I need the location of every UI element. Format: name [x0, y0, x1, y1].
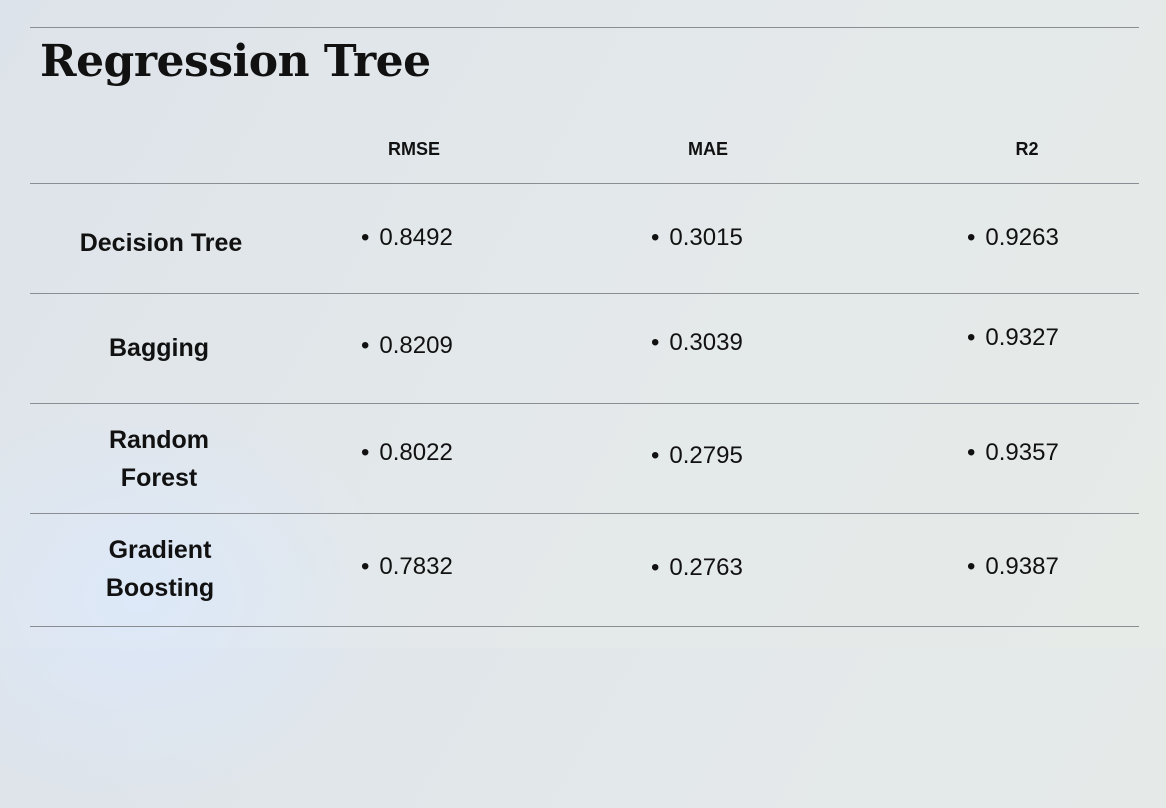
row-label-bagging: Bagging	[109, 334, 209, 362]
bullet-marker: •	[967, 439, 976, 466]
page-title: Regression Tree	[40, 36, 431, 87]
cell-value: 0.9387	[985, 553, 1059, 580]
bullet-marker: •	[651, 554, 660, 581]
bullet-marker: •	[651, 442, 660, 469]
cell-value: 0.8022	[379, 439, 453, 466]
divider-bottom	[30, 626, 1139, 627]
bullet-marker: •	[361, 224, 370, 251]
cell-gradient-boosting-mae: • 0.2763	[651, 554, 743, 582]
bullet-marker: •	[361, 553, 370, 580]
bullet-marker: •	[967, 553, 976, 580]
cell-value: 0.3015	[669, 224, 743, 251]
cell-value: 0.7832	[379, 553, 453, 580]
cell-bagging-mae: • 0.3039	[651, 329, 743, 357]
cell-gradient-boosting-rmse: • 0.7832	[361, 553, 453, 581]
cell-value: 0.3039	[669, 329, 743, 356]
cell-decision-tree-mae: • 0.3015	[651, 224, 743, 252]
cell-value: 0.2795	[669, 442, 743, 469]
cell-value: 0.9263	[985, 224, 1059, 251]
column-header-rmse: RMSE	[387, 139, 440, 159]
cell-decision-tree-rmse: • 0.8492	[361, 224, 453, 252]
bullet-marker: •	[361, 332, 370, 359]
cell-decision-tree-r2: • 0.9263	[967, 224, 1059, 252]
cell-bagging-r2: • 0.9327	[967, 324, 1059, 352]
divider-row-1	[30, 293, 1139, 294]
bullet-marker: •	[967, 324, 976, 351]
cell-value: 0.9357	[985, 439, 1059, 466]
cell-value: 0.2763	[669, 554, 743, 581]
cell-value: 0.9327	[985, 324, 1059, 351]
bullet-marker: •	[361, 439, 370, 466]
cell-bagging-rmse: • 0.8209	[361, 332, 453, 360]
row-label-random-forest: Random Forest	[109, 426, 209, 492]
row-label-decision-tree: Decision Tree	[79, 229, 243, 257]
cell-random-forest-rmse: • 0.8022	[361, 439, 453, 467]
column-header-r2: R2	[1015, 139, 1039, 159]
bullet-marker: •	[967, 224, 976, 251]
cell-value: 0.8492	[379, 224, 453, 251]
divider-row-3	[30, 513, 1139, 514]
column-header-mae: MAE	[688, 139, 728, 159]
cell-gradient-boosting-r2: • 0.9387	[967, 553, 1059, 581]
divider-header	[30, 183, 1139, 184]
row-label-gradient-boosting: Gradient Boosting	[105, 536, 215, 602]
bullet-marker: •	[651, 224, 660, 251]
cell-random-forest-r2: • 0.9357	[967, 439, 1059, 467]
cell-random-forest-mae: • 0.2795	[651, 442, 743, 470]
cell-value: 0.8209	[379, 332, 453, 359]
bullet-marker: •	[651, 329, 660, 356]
divider-row-2	[30, 403, 1139, 404]
divider-top	[30, 27, 1139, 28]
